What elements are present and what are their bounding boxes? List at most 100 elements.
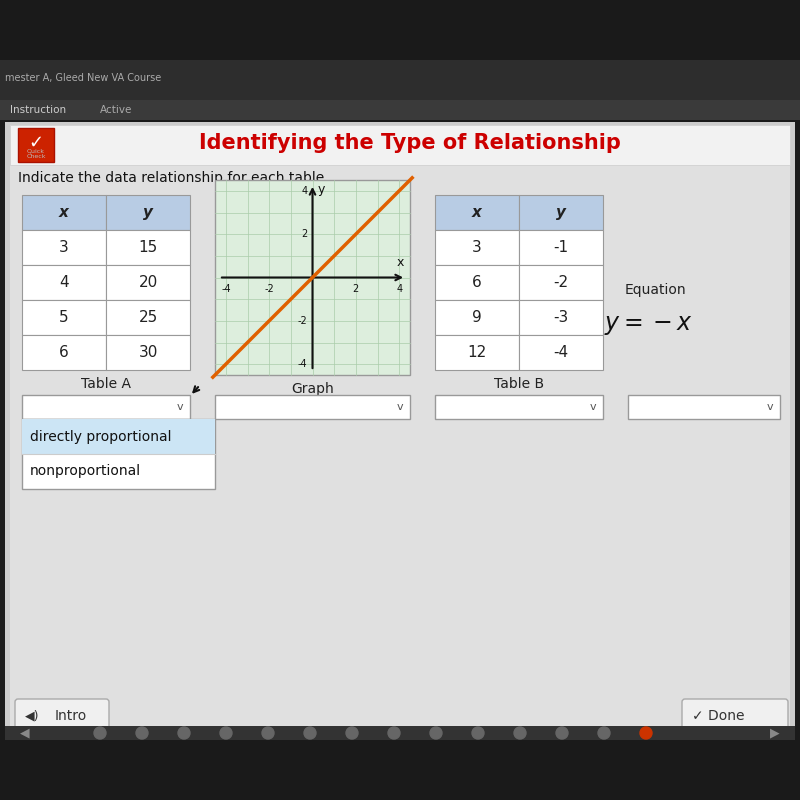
Bar bbox=[106, 265, 190, 300]
Text: v: v bbox=[590, 402, 596, 412]
Text: 5: 5 bbox=[59, 310, 69, 325]
Bar bbox=[435, 395, 603, 419]
Text: Table A: Table A bbox=[81, 377, 131, 391]
Text: x: x bbox=[397, 255, 404, 269]
Text: -4: -4 bbox=[554, 345, 569, 360]
Text: Table B: Table B bbox=[494, 377, 544, 391]
Bar bbox=[519, 300, 603, 335]
Text: $\mathit{y}=-\mathit{x}$: $\mathit{y}=-\mathit{x}$ bbox=[604, 313, 692, 337]
Text: Graph: Graph bbox=[291, 382, 334, 396]
Bar bbox=[106, 335, 190, 370]
Text: y: y bbox=[318, 183, 325, 196]
Text: v: v bbox=[397, 402, 403, 412]
Bar bbox=[106, 195, 190, 230]
Text: 25: 25 bbox=[138, 310, 158, 325]
Text: Identifying the Type of Relationship: Identifying the Type of Relationship bbox=[199, 133, 621, 153]
Text: -2: -2 bbox=[298, 316, 307, 326]
Bar bbox=[519, 230, 603, 265]
Bar bbox=[22, 300, 106, 335]
Text: 12: 12 bbox=[467, 345, 486, 360]
Bar bbox=[435, 335, 519, 370]
Bar bbox=[435, 300, 519, 335]
Text: -4: -4 bbox=[221, 285, 230, 294]
Text: -4: -4 bbox=[298, 359, 307, 369]
Bar bbox=[10, 125, 790, 735]
Bar bbox=[628, 395, 780, 419]
Text: v: v bbox=[766, 402, 774, 412]
Circle shape bbox=[514, 727, 526, 739]
Bar bbox=[22, 395, 190, 419]
Text: 3: 3 bbox=[472, 240, 482, 255]
Text: 2: 2 bbox=[302, 229, 307, 239]
Bar bbox=[519, 265, 603, 300]
Text: y: y bbox=[143, 205, 153, 220]
Circle shape bbox=[136, 727, 148, 739]
Text: 6: 6 bbox=[472, 275, 482, 290]
Circle shape bbox=[640, 727, 652, 739]
Text: 4: 4 bbox=[396, 285, 402, 294]
Bar bbox=[22, 419, 215, 454]
Text: ◀: ◀ bbox=[20, 726, 30, 739]
Bar bbox=[22, 195, 106, 230]
Text: 15: 15 bbox=[138, 240, 158, 255]
Bar bbox=[22, 419, 215, 489]
Circle shape bbox=[304, 727, 316, 739]
Text: 4: 4 bbox=[302, 186, 307, 196]
Bar bbox=[0, 0, 800, 60]
Text: Quick
Check: Quick Check bbox=[26, 148, 46, 159]
Circle shape bbox=[472, 727, 484, 739]
Text: -2: -2 bbox=[554, 275, 569, 290]
Bar bbox=[18, 128, 54, 162]
Text: x: x bbox=[472, 205, 482, 220]
Bar bbox=[22, 230, 106, 265]
Text: Active: Active bbox=[100, 105, 132, 115]
Text: ✓: ✓ bbox=[29, 134, 43, 152]
Circle shape bbox=[430, 727, 442, 739]
Text: 4: 4 bbox=[59, 275, 69, 290]
Bar bbox=[5, 726, 795, 740]
Text: 3: 3 bbox=[59, 240, 69, 255]
Bar bbox=[10, 125, 790, 165]
Text: -3: -3 bbox=[554, 310, 569, 325]
Bar bbox=[215, 395, 410, 419]
Text: Equation: Equation bbox=[624, 283, 686, 297]
Bar bbox=[0, 60, 800, 100]
Bar bbox=[106, 230, 190, 265]
Bar bbox=[435, 230, 519, 265]
Bar bbox=[5, 122, 795, 740]
Bar bbox=[22, 335, 106, 370]
Circle shape bbox=[178, 727, 190, 739]
Text: Instruction: Instruction bbox=[10, 105, 66, 115]
Text: y: y bbox=[556, 205, 566, 220]
FancyBboxPatch shape bbox=[682, 699, 788, 733]
Text: 20: 20 bbox=[138, 275, 158, 290]
FancyBboxPatch shape bbox=[15, 699, 109, 733]
Bar bbox=[519, 335, 603, 370]
Bar bbox=[519, 195, 603, 230]
Text: ◀): ◀) bbox=[25, 710, 39, 722]
Text: ✓ Done: ✓ Done bbox=[692, 709, 745, 723]
Text: mester A, Gleed New VA Course: mester A, Gleed New VA Course bbox=[5, 73, 162, 83]
Text: -1: -1 bbox=[554, 240, 569, 255]
Text: directly proportional: directly proportional bbox=[30, 430, 171, 443]
Bar bbox=[435, 195, 519, 230]
Text: Intro: Intro bbox=[55, 709, 87, 723]
Circle shape bbox=[556, 727, 568, 739]
Text: x: x bbox=[59, 205, 69, 220]
Bar bbox=[0, 100, 800, 120]
Text: Indicate the data relationship for each table.: Indicate the data relationship for each … bbox=[18, 171, 329, 185]
Text: 30: 30 bbox=[138, 345, 158, 360]
Text: -2: -2 bbox=[264, 285, 274, 294]
Text: v: v bbox=[177, 402, 183, 412]
Circle shape bbox=[388, 727, 400, 739]
Circle shape bbox=[346, 727, 358, 739]
Bar bbox=[22, 265, 106, 300]
Circle shape bbox=[262, 727, 274, 739]
Text: 6: 6 bbox=[59, 345, 69, 360]
Text: nonproportional: nonproportional bbox=[30, 465, 141, 478]
Text: ▶: ▶ bbox=[770, 726, 780, 739]
Text: 2: 2 bbox=[353, 285, 359, 294]
Circle shape bbox=[598, 727, 610, 739]
Text: 9: 9 bbox=[472, 310, 482, 325]
Circle shape bbox=[94, 727, 106, 739]
